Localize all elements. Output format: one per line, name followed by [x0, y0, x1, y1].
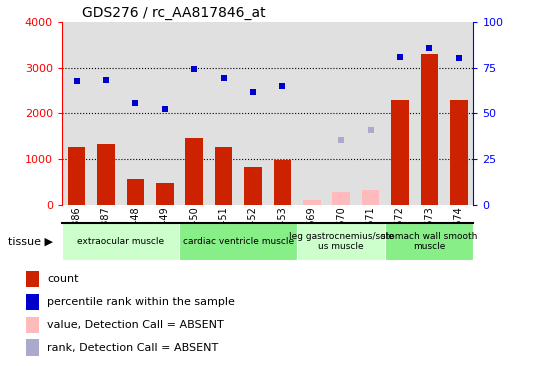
Bar [450, 100, 468, 205]
Bar [97, 144, 115, 205]
Text: count: count [47, 274, 79, 284]
Bar [238, 22, 267, 205]
Bar [385, 223, 473, 260]
Text: leg gastrocnemius/sole
us muscle: leg gastrocnemius/sole us muscle [289, 232, 394, 251]
Bar [421, 53, 438, 205]
Bar [26, 340, 39, 356]
Bar [150, 22, 180, 205]
Bar [415, 22, 444, 205]
Bar [385, 22, 415, 205]
Bar [267, 22, 297, 205]
Bar [297, 223, 385, 260]
Bar [303, 201, 321, 205]
Bar [26, 294, 39, 310]
Bar [91, 22, 121, 205]
Text: stomach wall smooth
muscle: stomach wall smooth muscle [381, 232, 478, 251]
Bar [180, 223, 297, 260]
Bar [156, 183, 174, 205]
Text: value, Detection Call = ABSENT: value, Detection Call = ABSENT [47, 320, 224, 330]
Bar [68, 147, 86, 205]
Bar [332, 192, 350, 205]
Bar [26, 271, 39, 287]
Bar [62, 22, 91, 205]
Text: tissue ▶: tissue ▶ [8, 236, 53, 247]
Bar [180, 22, 209, 205]
Text: extraocular muscle: extraocular muscle [77, 237, 164, 246]
Text: percentile rank within the sample: percentile rank within the sample [47, 297, 235, 307]
Bar [444, 22, 473, 205]
Bar [362, 190, 379, 205]
Bar [62, 223, 180, 260]
Bar [185, 138, 203, 205]
Bar [327, 22, 356, 205]
Bar [26, 317, 39, 333]
Text: GDS276 / rc_AA817846_at: GDS276 / rc_AA817846_at [82, 5, 266, 19]
Bar [215, 147, 232, 205]
Bar [209, 22, 238, 205]
Bar [121, 22, 150, 205]
Text: rank, Detection Call = ABSENT: rank, Detection Call = ABSENT [47, 343, 218, 353]
Bar [273, 160, 291, 205]
Bar [126, 179, 144, 205]
Bar [297, 22, 327, 205]
Bar [391, 100, 409, 205]
Text: cardiac ventricle muscle: cardiac ventricle muscle [183, 237, 294, 246]
Bar [356, 22, 385, 205]
Bar [244, 168, 262, 205]
